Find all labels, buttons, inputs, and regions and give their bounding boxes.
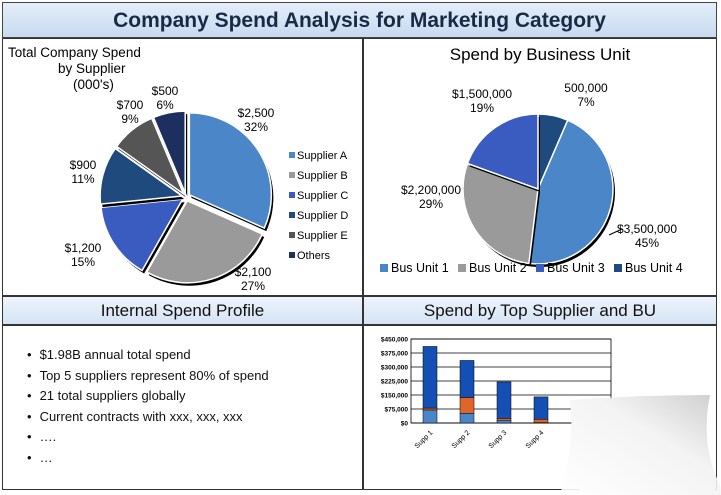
profile-item: …. [27,427,269,448]
legend-item: Supplier A [297,150,348,162]
legend-swatch [289,152,295,158]
legend-item: Supplier B [297,170,348,182]
legend-swatch [536,264,544,272]
legend-swatch [614,264,622,272]
legend-swatch [380,264,388,272]
bar-header: Spend by Top Supplier and BU [363,296,717,325]
profile-item: Current contracts with xxx, xxx, xxx [27,407,269,428]
bar-segment [533,419,549,423]
pie-percent-label: 11% [71,172,94,186]
pie-value-label: $2,100 [235,265,272,279]
pie-slice-supplier-e [115,117,186,197]
legend-item: Supplier D [297,210,348,222]
pie-value-label: $1,500,000 [452,87,512,101]
legend-item: Supplier C [297,190,348,202]
y-tick-label: $375,000 [381,351,408,358]
bar-chart: $0 $75,000 $150,000 $225,000 $300,000 $375,00… [381,337,612,450]
y-tick-label: $300,000 [381,365,408,372]
legend-item: Bus Unit 2 [469,261,527,275]
pie-percent-label: 15% [71,255,95,269]
pie-value-label: $1,200 [65,241,102,255]
legend-item: Others [297,250,331,262]
legend-item: Bus Unit 3 [547,261,605,275]
pie-slice-supplier-b [145,199,264,284]
pie-slice-bus-unit-3 [466,113,539,191]
profile-item: $1.98B annual total spend [27,345,269,366]
pie-slice-others [152,110,186,194]
profile-list: $1.98B annual total spend Top 5 supplier… [27,345,269,468]
pie-slice-supplier-c [100,198,185,272]
bar-segment [496,381,512,419]
bar-segment [496,418,512,421]
pie-value-label: 500,000 [564,81,608,95]
bar-segment [459,397,475,414]
pie-slice-bus-unit-2 [462,162,539,265]
pie-value-label: $500 [152,84,179,98]
pie-value-label: $3,500,000 [617,222,677,236]
legend-swatch [289,252,295,258]
leader-line [608,228,623,236]
pie-percent-label: 32% [244,120,268,134]
x-tick-label: Supp 4 [525,429,546,450]
profile-header: Internal Spend Profile [2,296,363,325]
bar-segment [496,419,512,424]
pie-value-label: $2,200,000 [401,183,461,197]
profile-panel: $1.98B annual total spend Top 5 supplier… [2,325,363,490]
bar-segment [459,413,475,424]
bar-segment [422,346,438,409]
legend-swatch [289,212,295,218]
y-tick-label: $75,000 [385,407,409,414]
pie-percent-label: 6% [156,98,174,112]
page-title: Company Spend Analysis for Marketing Cat… [2,2,717,38]
x-tick-label: Supp 1 [414,429,435,450]
legend-swatch [458,264,466,272]
profile-item: … [27,448,269,469]
bu-pie-title: Spend by Business Unit [449,45,631,64]
y-tick-label: $0 [401,421,409,428]
pie-value-label: $2,500 [238,106,275,120]
y-tick-label: $150,000 [381,393,408,400]
pie-percent-label: 29% [419,197,443,211]
pie-percent-label: 27% [241,279,265,293]
bu-pie-panel: Spend by Business Unit 500,000 7% $3,500,0… [363,38,717,296]
pie-title-line: by Supplier [58,61,126,76]
pie-slice-supplier-d [99,147,185,205]
x-tick-label: Supp 3 [488,429,509,450]
legend-swatch [289,232,295,238]
bar-segment [422,407,438,411]
bar-segment [533,396,549,420]
pie-title-line: (000's) [73,77,114,92]
profile-item: 21 total suppliers globally [27,386,269,407]
bar-segment [459,360,475,398]
pie-percent-label: 19% [470,101,494,115]
pie-title-line: Total Company Spend [8,45,141,60]
pie-percent-label: 9% [121,112,139,126]
pie-slice-bus-unit-1 [528,119,614,265]
profile-item: Top 5 suppliers represent 80% of spend [27,366,269,387]
legend-item: Supplier E [297,230,348,242]
legend-item: Bus Unit 4 [625,261,683,275]
legend-item: Bus Unit 1 [391,261,449,275]
pie-value-label: $900 [70,158,97,172]
legend-swatch [289,192,295,198]
pie-percent-label: 7% [577,95,595,109]
pie-slice-supplier-a [188,112,273,230]
pie-value-label: $700 [117,98,144,112]
pie-percent-label: 45% [635,236,659,250]
page-curl-overlay [560,395,721,495]
bar-segment [422,409,438,424]
y-tick-label: $450,000 [381,337,408,344]
y-tick-label: $225,000 [381,379,408,386]
x-tick-label: Supp 2 [451,429,472,450]
legend-swatch [289,172,295,178]
supplier-pie-panel: Total Company Spend by Supplier (000's) $2,… [2,38,363,296]
